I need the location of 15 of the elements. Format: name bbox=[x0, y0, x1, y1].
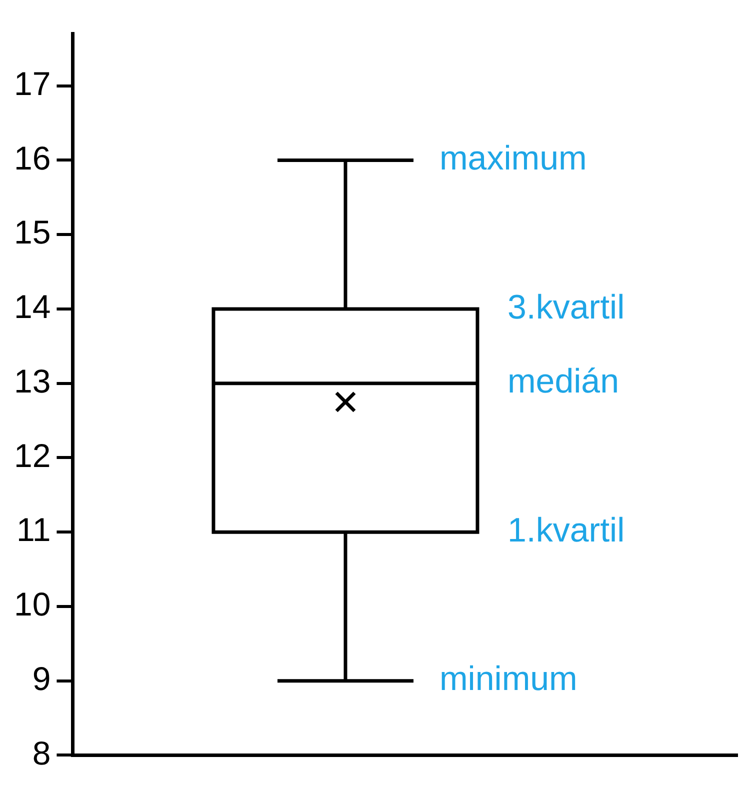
y-tick-label: 17 bbox=[14, 64, 51, 102]
y-tick-label: 14 bbox=[14, 288, 51, 326]
annotation: 3.kvartil bbox=[507, 288, 625, 326]
y-tick-label: 9 bbox=[32, 660, 51, 697]
y-tick-label: 12 bbox=[14, 436, 51, 474]
annotation: minimum bbox=[439, 660, 578, 698]
y-tick-label: 8 bbox=[32, 734, 51, 772]
y-tick-label: 15 bbox=[14, 214, 51, 251]
y-tick-label: 10 bbox=[14, 586, 51, 623]
annotation: maximum bbox=[439, 140, 587, 178]
annotation: medián bbox=[507, 362, 619, 401]
y-tick-label: 11 bbox=[16, 511, 51, 548]
y-tick-label: 16 bbox=[14, 139, 51, 176]
annotation: 1.kvartil bbox=[507, 511, 625, 550]
y-tick-label: 13 bbox=[14, 362, 51, 400]
